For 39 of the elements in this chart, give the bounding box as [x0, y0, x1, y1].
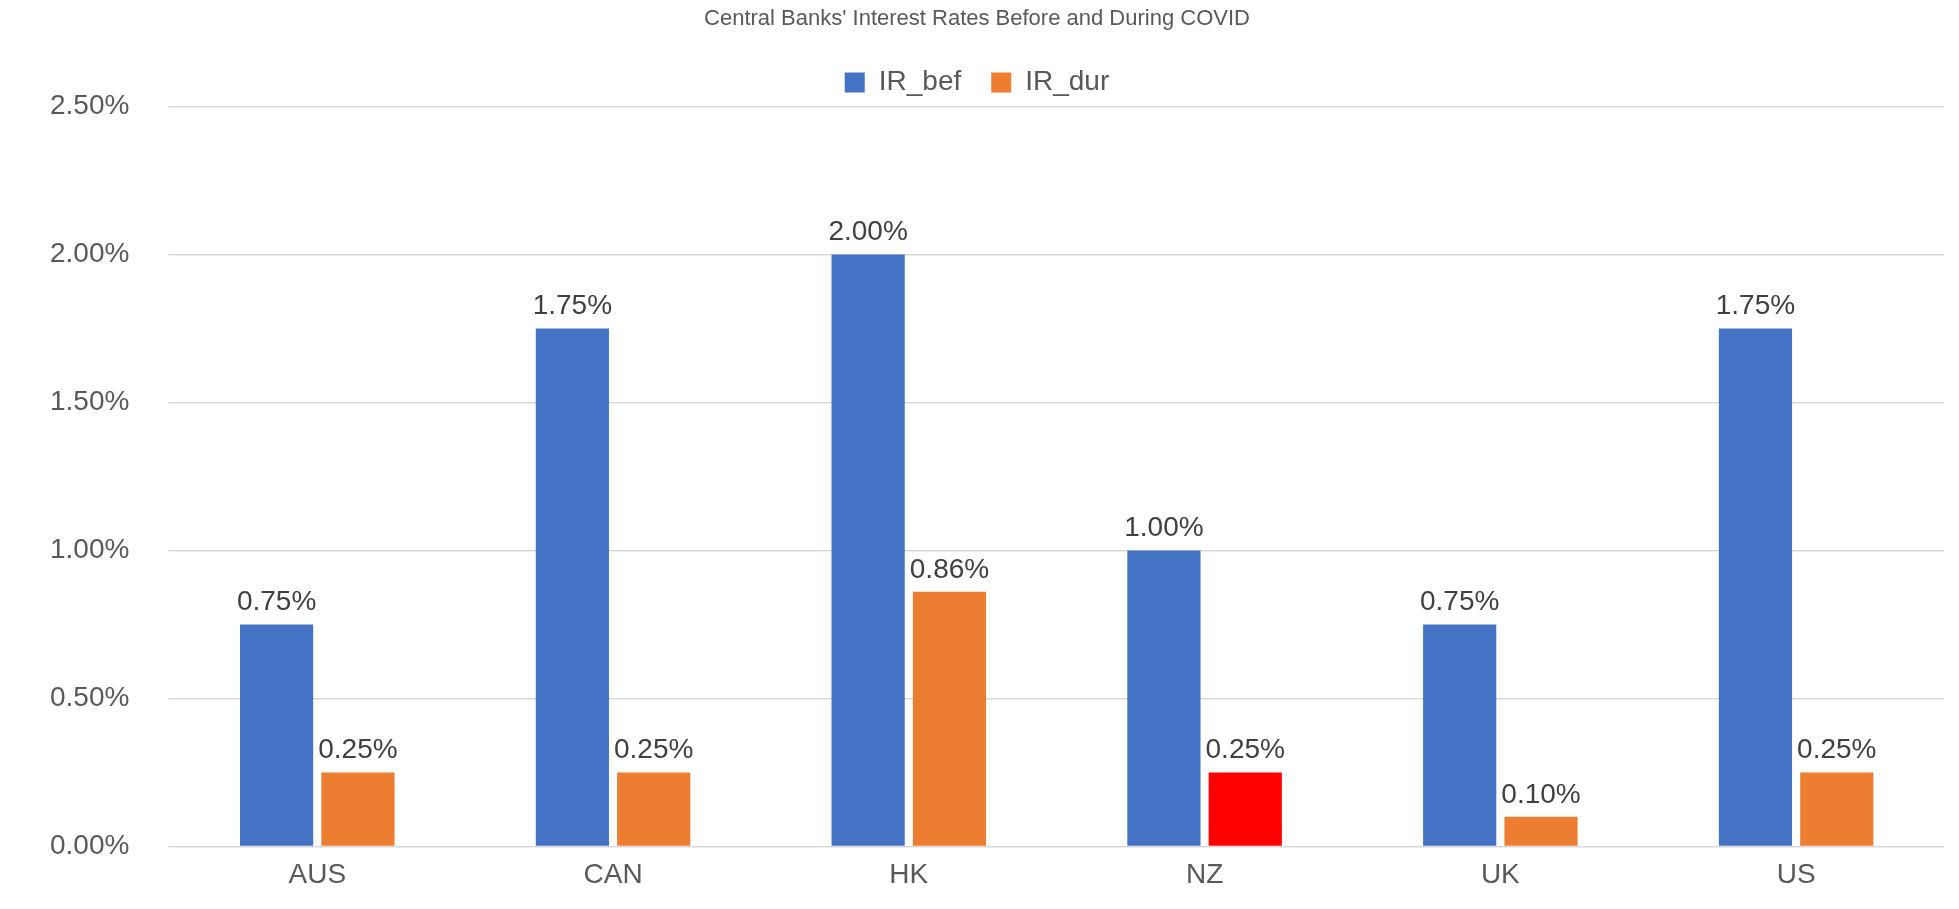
bar — [240, 624, 314, 846]
bar — [1208, 772, 1282, 846]
legend-label: IR_bef — [878, 65, 962, 97]
data-label: 0.10% — [1501, 777, 1581, 809]
bar — [1718, 328, 1793, 846]
y-tick-label: 1.00% — [49, 533, 130, 565]
x-tick-label: HK — [889, 857, 929, 889]
x-tick-label: AUS — [288, 857, 347, 889]
bar — [321, 772, 395, 846]
data-label: 0.25% — [318, 733, 398, 765]
bar — [1423, 624, 1497, 846]
bar — [831, 254, 905, 846]
data-label: 0.86% — [909, 552, 990, 584]
data-label: 1.75% — [1715, 289, 1796, 321]
x-tick-label: US — [1776, 857, 1816, 889]
x-tick-label: CAN — [583, 857, 643, 889]
y-tick-label: 2.50% — [49, 89, 130, 121]
bar — [1800, 772, 1874, 846]
data-label: 0.75% — [236, 585, 317, 617]
y-tick-label: 0.00% — [49, 829, 130, 861]
data-label: 0.25% — [614, 733, 694, 765]
x-tick-label: NZ — [1185, 857, 1224, 889]
y-tick-label: 0.50% — [49, 681, 130, 713]
data-label: 2.00% — [828, 215, 908, 247]
y-tick-label: 2.00% — [49, 237, 130, 269]
bar — [1504, 816, 1578, 846]
data-label: 0.25% — [1797, 733, 1877, 765]
bar — [1127, 550, 1201, 846]
x-tick-label: UK — [1480, 857, 1521, 889]
bar — [912, 591, 987, 846]
data-label: 1.00% — [1124, 511, 1204, 543]
chart-title: Central Banks' Interest Rates Before and During COVID — [704, 5, 1250, 31]
bar — [535, 328, 609, 846]
data-label: 0.75% — [1419, 585, 1500, 617]
data-label: 0.25% — [1205, 733, 1285, 765]
legend-label: IR_dur — [1025, 65, 1110, 97]
data-label: 1.75% — [532, 289, 613, 321]
y-tick-label: 1.50% — [49, 385, 130, 417]
bar — [617, 772, 691, 846]
